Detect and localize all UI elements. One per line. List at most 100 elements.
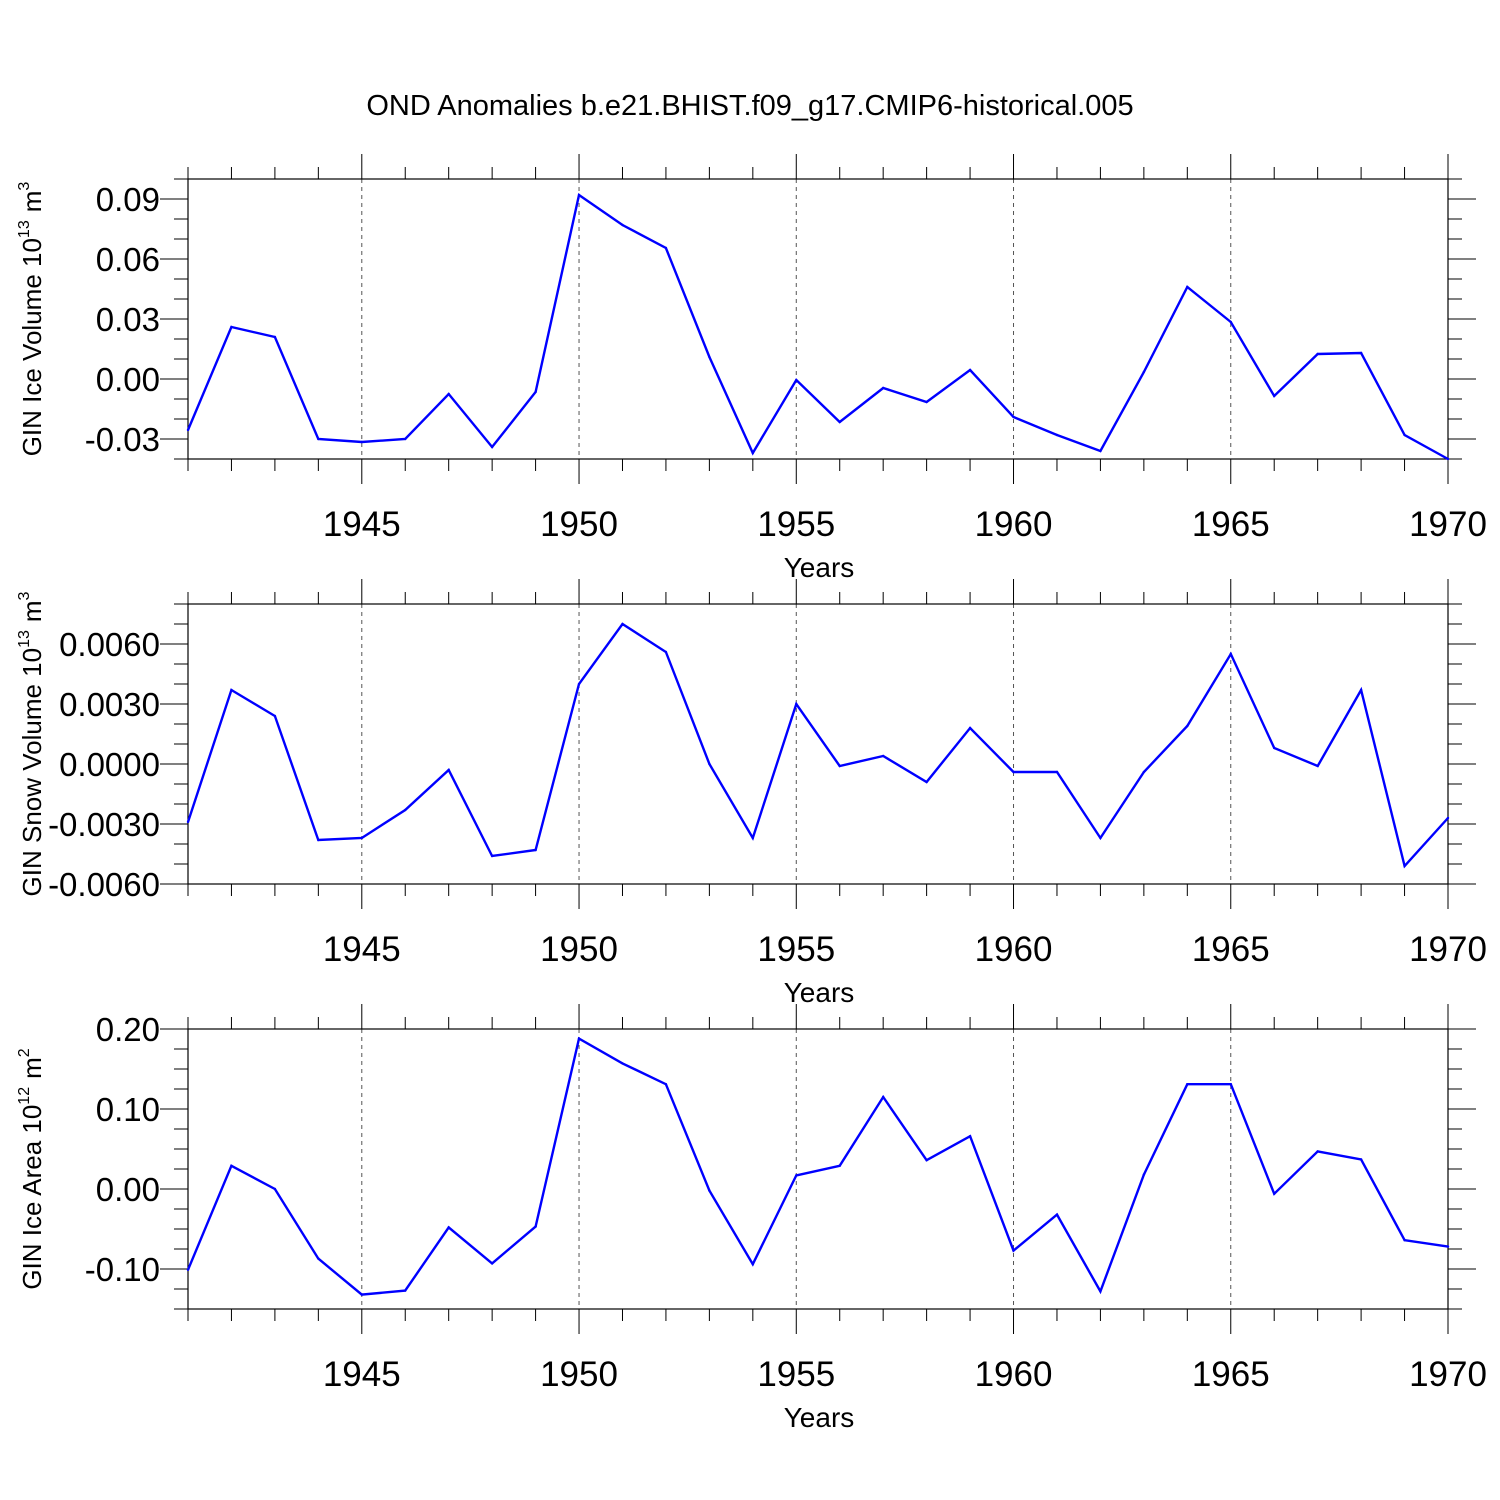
y-axis-label-unit: m xyxy=(17,600,47,622)
panels: 1945 1950 1955 1960 1965 1970 -0.03 0.00 0.03 0.0… xyxy=(16,154,1487,1433)
x-tick-label: 1950 xyxy=(540,930,618,969)
data-point xyxy=(1273,394,1276,398)
data-point xyxy=(1359,688,1363,692)
data-point xyxy=(1403,433,1406,437)
x-axis-label: Years xyxy=(784,1402,855,1433)
y-tick-label: -0.0030 xyxy=(48,806,160,843)
y-axis-label: GIN Ice Area 1012 m2 xyxy=(16,1048,47,1289)
x-tick-label: 1945 xyxy=(323,930,401,969)
data-point xyxy=(1446,457,1450,461)
data-point xyxy=(1055,1213,1059,1216)
data-point xyxy=(1099,836,1102,840)
data-point xyxy=(664,1083,668,1086)
y-tick-label: 0.09 xyxy=(96,181,160,218)
data-point xyxy=(447,392,450,396)
data-point xyxy=(534,390,537,394)
data-point xyxy=(1316,1150,1319,1153)
data-point xyxy=(186,1268,190,1272)
data-point xyxy=(1055,433,1059,437)
data-point xyxy=(230,1164,233,1168)
data-point xyxy=(447,1226,450,1229)
y-axis-label-text: GIN Snow Volume 10 xyxy=(17,648,47,897)
data-point xyxy=(577,193,581,197)
data-point xyxy=(230,688,233,692)
data-point xyxy=(1099,449,1102,453)
data-point xyxy=(1012,770,1015,774)
y-tick-label: 0.00 xyxy=(96,361,160,398)
y-tick-label: 0.00 xyxy=(96,1171,160,1208)
y-axis-label-exponent: 12 xyxy=(16,1087,33,1105)
data-point xyxy=(1359,351,1363,355)
y-axis-label-text: GIN Ice Area 10 xyxy=(17,1105,47,1290)
data-point xyxy=(404,437,407,441)
data-point xyxy=(360,836,363,840)
data-point xyxy=(1403,1239,1406,1242)
data-point xyxy=(621,622,624,626)
data-point xyxy=(838,1164,841,1168)
y-axis-label-exponent: 13 xyxy=(16,220,33,238)
data-point xyxy=(1099,1290,1102,1293)
data-point xyxy=(534,848,537,852)
data-point xyxy=(1359,1158,1363,1161)
y-tick-label: -0.03 xyxy=(85,421,160,458)
data-point xyxy=(708,762,711,766)
y-axis-label-unit-exponent: 2 xyxy=(16,1048,33,1057)
x-tick-label: 1955 xyxy=(757,1355,835,1394)
data-point xyxy=(795,702,798,706)
y-axis-label-exponent: 13 xyxy=(16,630,33,648)
data-point xyxy=(968,368,972,372)
data-point xyxy=(1403,864,1406,868)
data-point xyxy=(404,808,407,812)
x-axis-label: Years xyxy=(784,552,855,583)
data-point xyxy=(795,1174,798,1177)
data-point xyxy=(881,754,885,758)
x-tick-label: 1945 xyxy=(323,505,401,544)
data-point xyxy=(1055,770,1059,774)
data-point xyxy=(577,682,581,686)
data-point xyxy=(1186,724,1189,728)
data-point xyxy=(317,1257,320,1260)
y-tick-label: 0.0000 xyxy=(59,746,160,783)
y-axis-label-unit-exponent: 3 xyxy=(16,182,33,191)
data-point xyxy=(664,650,668,654)
x-tick-label: 1970 xyxy=(1409,1355,1487,1394)
x-tick-label: 1970 xyxy=(1409,930,1487,969)
data-point xyxy=(838,420,841,424)
x-axis-label: Years xyxy=(784,977,855,1008)
data-point xyxy=(490,445,494,449)
y-tick-label: 0.20 xyxy=(96,1011,160,1048)
y-axis-label-unit: m xyxy=(17,191,47,213)
data-point xyxy=(1273,1192,1276,1196)
data-point xyxy=(534,1225,537,1228)
data-point xyxy=(273,1187,277,1191)
data-point xyxy=(968,1135,972,1138)
data-point xyxy=(1229,652,1232,656)
x-tick-label: 1960 xyxy=(975,930,1053,969)
data-point xyxy=(838,764,841,768)
chart-panel-1: 1945 1950 1955 1960 1965 1970 -0.03 0.00 0.03 0.0… xyxy=(16,154,1487,583)
data-point xyxy=(1229,320,1232,324)
data-point xyxy=(751,1263,755,1266)
y-tick-label: 0.03 xyxy=(96,301,160,338)
data-point xyxy=(1186,1083,1189,1086)
data-point xyxy=(577,1037,581,1040)
series-line xyxy=(186,622,1449,869)
data-point xyxy=(795,378,798,382)
data-point xyxy=(925,400,928,404)
data-point xyxy=(1446,1245,1450,1248)
x-tick-label: 1960 xyxy=(975,1355,1053,1394)
data-point xyxy=(490,854,494,858)
chart-title: OND Anomalies b.e21.BHIST.f09_g17.CMIP6-… xyxy=(366,90,1133,122)
data-point xyxy=(1273,746,1276,750)
series-line xyxy=(186,1036,1449,1296)
data-point xyxy=(708,355,711,359)
x-tick-label: 1955 xyxy=(757,930,835,969)
y-axis-label: GIN Snow Volume 1013 m3 xyxy=(16,591,47,896)
data-point xyxy=(273,714,277,718)
data-point xyxy=(273,335,277,339)
data-point xyxy=(1316,352,1319,356)
chart-panel-2: 1945 1950 1955 1960 1965 1970 -0.0060 -0.0030 0.… xyxy=(16,579,1487,1008)
y-axis-label: GIN Ice Volume 1013 m3 xyxy=(16,182,47,457)
data-point xyxy=(1186,285,1189,289)
